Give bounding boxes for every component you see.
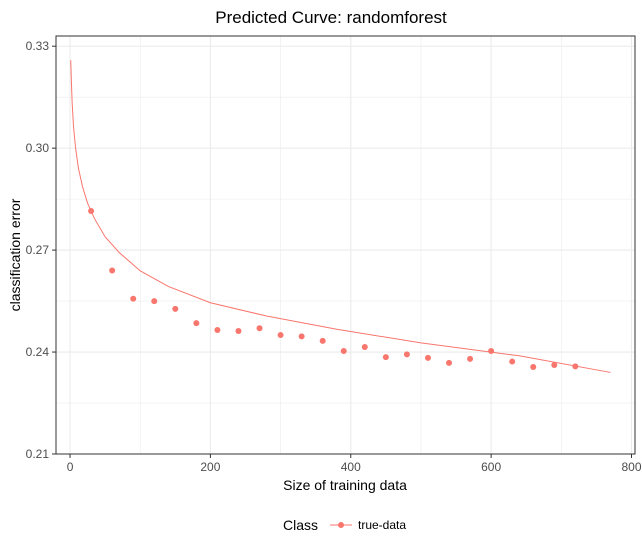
data-point [319,337,326,344]
data-point [109,267,116,274]
data-point [509,358,516,365]
legend-title: Class [283,517,318,533]
y-axis-title: classification error [7,198,23,311]
data-point [530,364,537,370]
data-point [193,320,200,327]
data-point [572,363,579,370]
y-tick-label: 0.30 [26,141,50,155]
data-point [382,354,389,361]
x-axis-ticks: 0 200 400 600 800 [67,454,642,474]
data-point [88,208,95,215]
y-axis-ticks: 0.21 0.24 0.27 0.30 0.33 [26,39,56,461]
data-point [277,332,284,339]
data-point [488,348,495,355]
data-point [235,327,242,334]
x-tick-label: 0 [67,460,74,474]
y-tick-label: 0.24 [26,345,50,359]
y-tick-label: 0.27 [26,243,50,257]
data-point [214,326,221,333]
chart-title: Predicted Curve: randomforest [215,8,447,27]
plot-panel-border [55,35,636,455]
legend-label-true-data: true-data [358,518,406,532]
data-point [361,343,368,350]
data-point [130,295,137,302]
x-tick-label: 600 [481,460,501,474]
data-points-layer [88,208,579,370]
legend: Class true-data [283,517,406,533]
legend-key-point [338,522,344,528]
data-point [172,305,179,312]
data-point [446,359,453,366]
data-point [403,351,410,358]
x-axis-title: Size of training data [283,477,407,493]
data-point [551,361,558,368]
data-point [424,354,431,361]
x-tick-label: 800 [621,460,641,474]
data-point [256,325,263,332]
data-point [467,355,474,362]
data-point [298,333,305,340]
data-point [340,348,347,355]
x-tick-label: 200 [200,460,220,474]
fitted-curve-line [70,60,611,373]
data-point [151,298,158,305]
x-tick-label: 400 [341,460,361,474]
y-tick-label: 0.21 [26,447,50,461]
y-tick-label: 0.33 [26,39,50,53]
fitted-curve-layer [70,60,611,373]
